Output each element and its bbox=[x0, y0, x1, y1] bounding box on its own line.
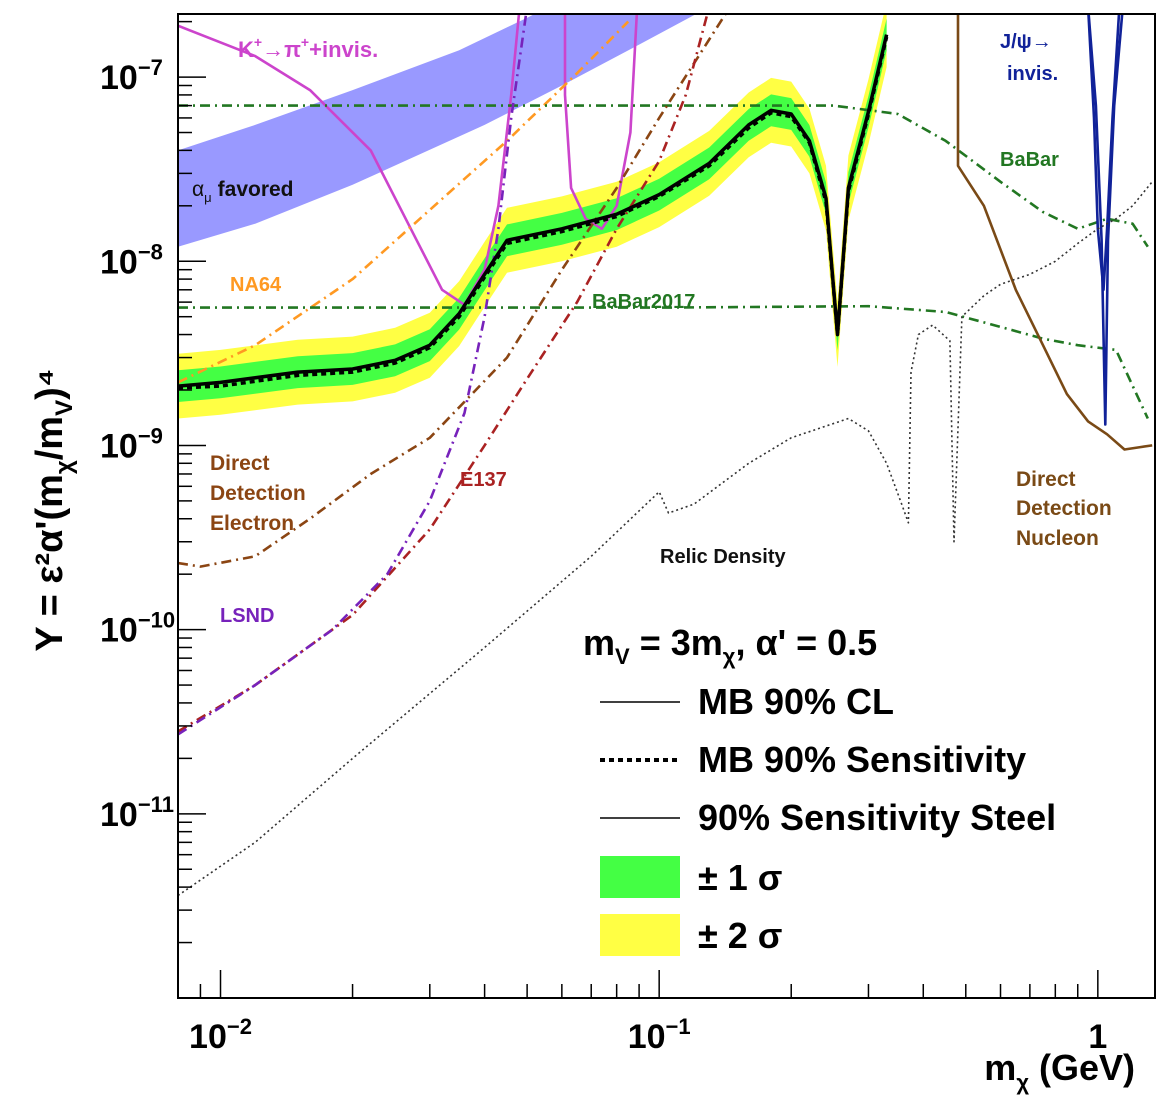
plot-area bbox=[178, 14, 1153, 897]
label-dd-electron-3: Electron bbox=[210, 512, 294, 535]
label-e137: E137 bbox=[460, 469, 507, 491]
curve-k-invis-2 bbox=[563, 14, 639, 231]
curve-k-invis-1 bbox=[178, 14, 521, 307]
legend-label-mb-sensitivity: MB 90% Sensitivity bbox=[698, 739, 1026, 780]
legend-swatch-1sigma bbox=[600, 856, 680, 898]
legend-label-steel: 90% Sensitivity Steel bbox=[698, 797, 1056, 838]
curve-direct-detection-electron bbox=[178, 14, 728, 568]
x-tick-label: 10−2 bbox=[189, 1014, 252, 1056]
curve-e137 bbox=[178, 14, 709, 733]
label-na64: NA64 bbox=[230, 274, 282, 296]
label-relic: Relic Density bbox=[660, 546, 786, 568]
label-babar: BaBar bbox=[1000, 149, 1059, 171]
label-dd-nucleon-3: Nucleon bbox=[1016, 527, 1099, 550]
label-dd-electron-2: Detection bbox=[210, 482, 306, 505]
label-jpsi-2: invis. bbox=[1007, 63, 1058, 85]
y-tick-label: 10−7 bbox=[100, 55, 163, 97]
band-alpha-mu-favored bbox=[178, 14, 697, 247]
x-tick-label: 1 bbox=[1088, 1018, 1107, 1056]
curves-layer bbox=[178, 14, 1153, 897]
y-tick-label: 10−8 bbox=[100, 239, 163, 281]
label-jpsi-1: J/ψ→ bbox=[1000, 31, 1052, 53]
curve-relic-density bbox=[178, 181, 1153, 897]
bands-layer bbox=[178, 14, 887, 419]
y-tick-label: 10−9 bbox=[100, 423, 163, 465]
curve-na64 bbox=[178, 20, 630, 384]
label-alpha-mu: αμ favored bbox=[192, 178, 294, 205]
legend-header: mV = 3mχ, α' = 0.5 bbox=[583, 622, 877, 669]
label-kplus: K+→π++invis. bbox=[238, 34, 378, 62]
y-tick-label: 10−11 bbox=[100, 792, 174, 834]
legend-swatch-2sigma bbox=[600, 914, 680, 956]
legend: mV = 3mχ, α' = 0.5 MB 90% CL MB 90% Sens… bbox=[583, 622, 1056, 956]
label-babar2017: BaBar2017 bbox=[592, 291, 695, 313]
legend-label-mb-cl: MB 90% CL bbox=[698, 681, 894, 722]
band-2sigma bbox=[178, 14, 887, 419]
curve-lsnd bbox=[178, 14, 528, 736]
x-tick-label: 10−1 bbox=[628, 1014, 691, 1056]
y-tick-label: 10−10 bbox=[100, 608, 175, 650]
x-axis-label: mχ (GeV) bbox=[984, 1047, 1135, 1095]
curve-direct-detection-nucleon bbox=[956, 14, 1153, 451]
y-axis-label: Y = ε²α'(mχ/mV)⁴ bbox=[29, 368, 78, 651]
plot-frame bbox=[177, 13, 1156, 999]
curve-babar bbox=[178, 104, 1149, 248]
label-dd-nucleon-1: Direct bbox=[1016, 468, 1076, 491]
label-dd-nucleon-2: Detection bbox=[1016, 497, 1112, 520]
band-1sigma bbox=[178, 18, 887, 402]
curve-j-invis-1 bbox=[1087, 14, 1124, 426]
label-dd-electron-1: Direct bbox=[210, 452, 270, 475]
curve-j-invis-2 bbox=[1087, 14, 1121, 292]
legend-label-2sigma: ± 2 σ bbox=[698, 915, 782, 956]
annotations: K+→π++invis. αμ favored NA64 BaBar2017 Ba… bbox=[192, 31, 1112, 627]
legend-label-1sigma: ± 1 σ bbox=[698, 857, 782, 898]
curve-mb-90cl bbox=[178, 34, 889, 388]
label-lsnd: LSND bbox=[220, 605, 274, 627]
